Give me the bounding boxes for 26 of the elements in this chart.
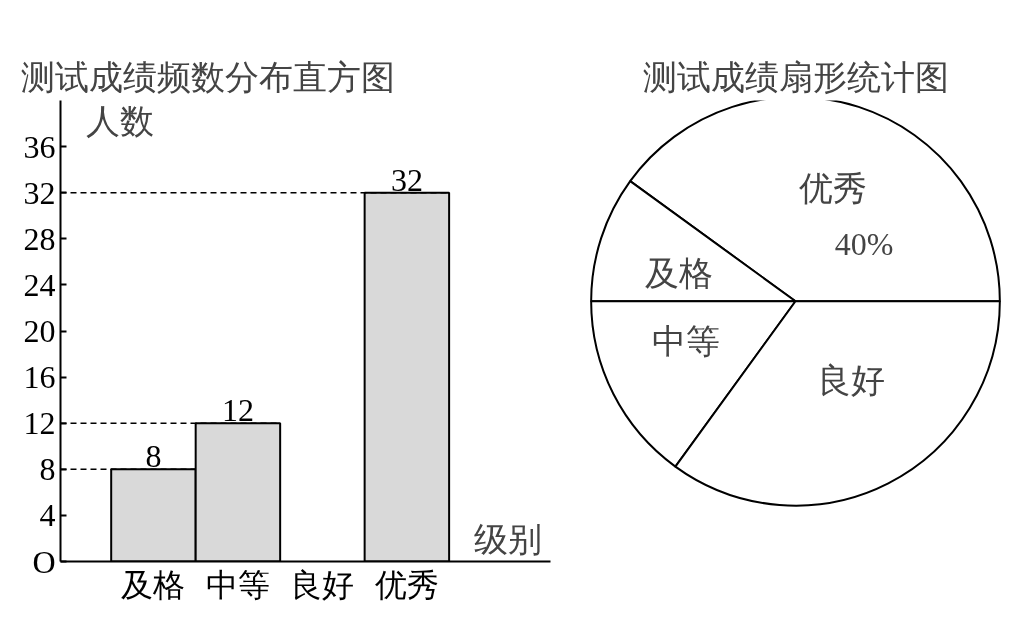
y-tick-label: 20 bbox=[23, 313, 56, 349]
y-tick-label: 16 bbox=[23, 359, 56, 396]
x-tick-label: 中等 bbox=[205, 566, 270, 603]
slice-label: 优秀 bbox=[799, 169, 868, 207]
y-tick-label: 12 bbox=[23, 405, 56, 442]
x-tick-label: 良好 bbox=[290, 566, 355, 603]
y-tick-label: 36 bbox=[23, 128, 56, 165]
slice-label: 及格 bbox=[644, 255, 713, 293]
data-label: 40% bbox=[834, 226, 894, 263]
y-axis-title: 人数 bbox=[85, 102, 154, 140]
y-tick-label: 32 bbox=[23, 174, 56, 211]
x-tick-label: 及格 bbox=[121, 566, 186, 603]
y-tick-label: 28 bbox=[23, 220, 56, 257]
data-label: 12 bbox=[221, 392, 254, 429]
x-tick-label: 优秀 bbox=[374, 566, 439, 603]
x-axis-title: 级别 bbox=[474, 520, 543, 558]
y-tick-label: O bbox=[32, 543, 56, 580]
chart-title: 测试成绩扇形统计图 bbox=[642, 58, 949, 96]
chart-title: 测试成绩频数分布直方图 bbox=[20, 58, 395, 96]
slice-label: 良好 bbox=[817, 362, 886, 400]
y-tick-label: 4 bbox=[39, 497, 56, 534]
data-label: 32 bbox=[390, 161, 423, 198]
y-tick-label: 8 bbox=[39, 451, 56, 488]
data-label: 8 bbox=[145, 438, 162, 475]
slice-label: 中等 bbox=[652, 323, 721, 361]
y-tick-label: 24 bbox=[23, 266, 56, 303]
